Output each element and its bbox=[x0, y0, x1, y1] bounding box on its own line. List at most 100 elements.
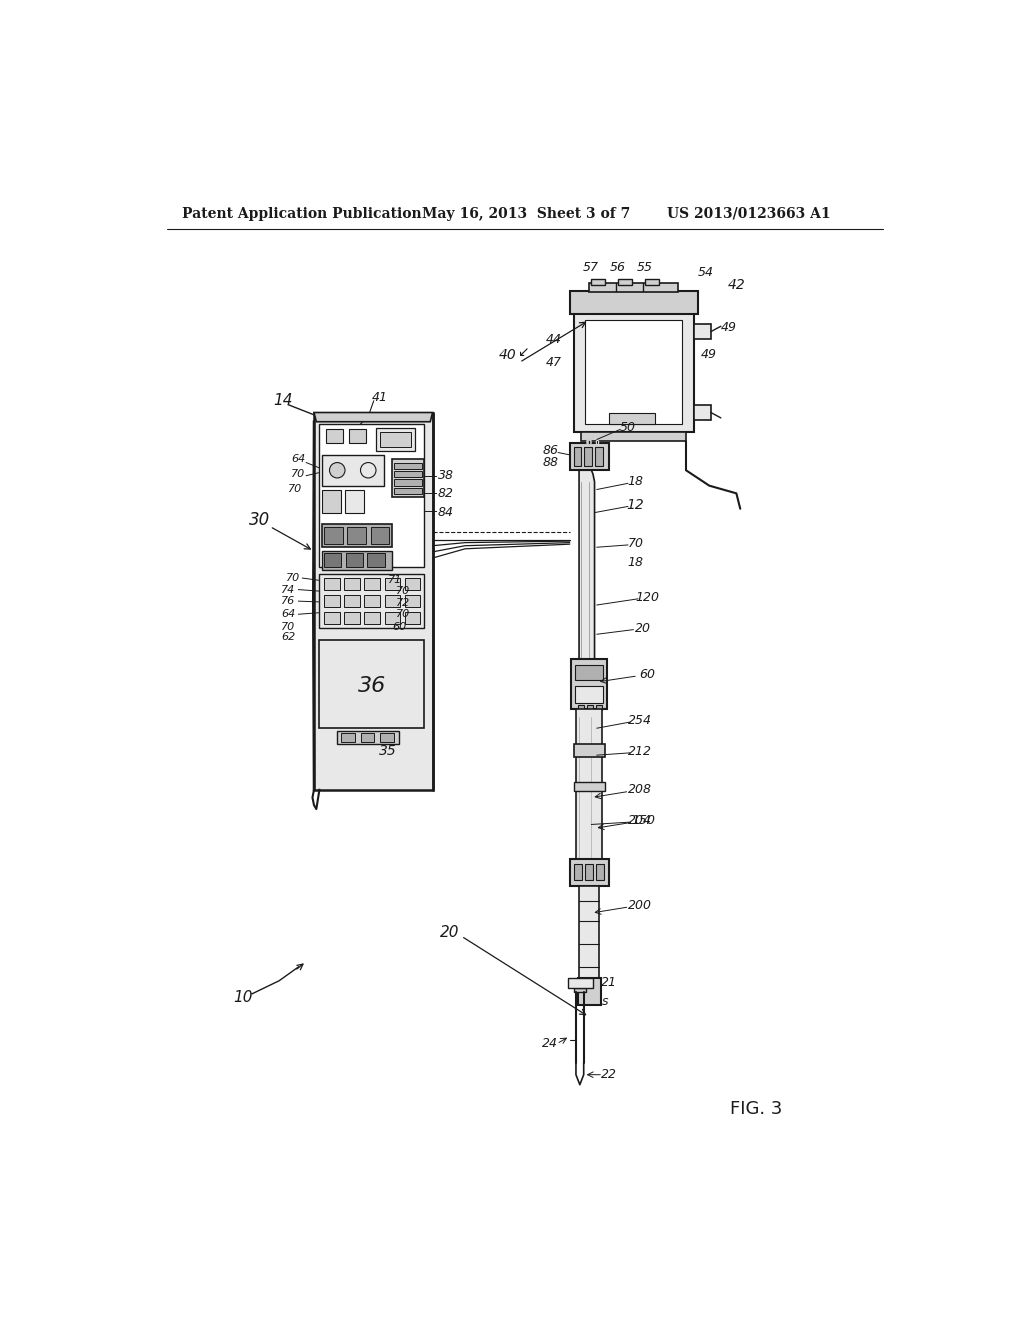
Text: ↙: ↙ bbox=[517, 346, 529, 359]
Text: 36: 36 bbox=[358, 676, 386, 696]
Bar bbox=[596, 865, 604, 880]
Bar bbox=[573, 743, 604, 758]
Bar bbox=[380, 733, 394, 742]
Text: 64: 64 bbox=[292, 454, 305, 463]
Text: 35: 35 bbox=[379, 744, 396, 758]
Text: 70: 70 bbox=[292, 469, 305, 479]
Text: 60: 60 bbox=[639, 668, 655, 681]
Text: 21: 21 bbox=[600, 975, 616, 989]
Bar bbox=[324, 612, 340, 624]
Circle shape bbox=[330, 462, 345, 478]
Text: 208: 208 bbox=[628, 783, 651, 796]
Bar bbox=[569, 444, 608, 470]
Bar bbox=[322, 524, 391, 548]
Bar bbox=[394, 462, 422, 469]
Text: 71: 71 bbox=[388, 576, 402, 585]
Bar bbox=[380, 432, 411, 447]
Text: 84: 84 bbox=[437, 506, 454, 519]
Text: 70: 70 bbox=[396, 586, 411, 597]
Text: 64: 64 bbox=[282, 610, 296, 619]
Bar bbox=[365, 595, 380, 607]
Text: 18: 18 bbox=[628, 475, 644, 488]
Bar bbox=[322, 455, 384, 486]
Bar bbox=[344, 578, 359, 590]
Text: 72: 72 bbox=[396, 598, 411, 609]
Polygon shape bbox=[314, 412, 432, 789]
Bar bbox=[385, 578, 400, 590]
Bar bbox=[394, 479, 422, 486]
Text: 76: 76 bbox=[282, 597, 296, 606]
Text: 22: 22 bbox=[600, 1068, 616, 1081]
Bar bbox=[575, 709, 602, 863]
Bar bbox=[385, 612, 400, 624]
Bar bbox=[324, 553, 341, 568]
Text: 50: 50 bbox=[620, 421, 636, 434]
Bar bbox=[376, 428, 415, 451]
Bar bbox=[394, 488, 422, 494]
Bar bbox=[394, 471, 422, 477]
Bar bbox=[571, 659, 607, 709]
Bar bbox=[368, 553, 385, 568]
Bar bbox=[404, 578, 420, 590]
Bar bbox=[326, 429, 343, 444]
Text: 55: 55 bbox=[637, 261, 653, 275]
Text: 57: 57 bbox=[583, 261, 599, 275]
Bar bbox=[324, 595, 340, 607]
Bar bbox=[569, 290, 697, 314]
Bar bbox=[573, 447, 582, 466]
Bar bbox=[582, 432, 686, 441]
Text: 54: 54 bbox=[697, 265, 714, 279]
Bar bbox=[319, 574, 424, 628]
Bar bbox=[365, 578, 380, 590]
Bar bbox=[324, 578, 340, 590]
Text: 70: 70 bbox=[282, 622, 296, 631]
Text: 70: 70 bbox=[288, 484, 302, 495]
Bar bbox=[344, 612, 359, 624]
Text: 20: 20 bbox=[635, 622, 651, 635]
Bar bbox=[595, 447, 603, 466]
Bar bbox=[575, 686, 603, 702]
Text: 56: 56 bbox=[610, 261, 626, 275]
Bar bbox=[617, 279, 632, 285]
Text: 47: 47 bbox=[546, 356, 562, 370]
Bar bbox=[349, 429, 366, 444]
Bar bbox=[579, 886, 599, 978]
Bar bbox=[645, 279, 658, 285]
Bar bbox=[608, 412, 655, 424]
Bar bbox=[365, 612, 380, 624]
Text: 44: 44 bbox=[546, 333, 562, 346]
Text: 10: 10 bbox=[232, 990, 253, 1006]
Bar bbox=[322, 490, 341, 512]
Bar bbox=[578, 705, 584, 710]
Text: 254: 254 bbox=[628, 714, 651, 727]
Text: US 2013/0123663 A1: US 2013/0123663 A1 bbox=[667, 207, 830, 220]
Bar bbox=[574, 865, 583, 880]
Bar bbox=[385, 595, 400, 607]
Bar bbox=[341, 733, 355, 742]
Text: 20: 20 bbox=[440, 925, 460, 940]
Text: 74: 74 bbox=[282, 585, 296, 594]
Bar bbox=[360, 733, 375, 742]
Bar bbox=[578, 978, 601, 1006]
Text: s: s bbox=[601, 995, 608, 1008]
Bar bbox=[324, 527, 343, 544]
Text: May 16, 2013  Sheet 3 of 7: May 16, 2013 Sheet 3 of 7 bbox=[423, 207, 631, 220]
Bar bbox=[573, 781, 604, 792]
Bar bbox=[371, 527, 389, 544]
Bar bbox=[586, 321, 682, 424]
Bar bbox=[319, 640, 424, 729]
Bar bbox=[693, 323, 711, 339]
Bar bbox=[322, 552, 391, 570]
Bar bbox=[591, 279, 604, 285]
Bar bbox=[347, 527, 366, 544]
Text: Patent Application Publication: Patent Application Publication bbox=[182, 207, 422, 220]
Polygon shape bbox=[314, 412, 432, 422]
Bar bbox=[319, 424, 424, 566]
Text: 150: 150 bbox=[632, 814, 655, 828]
Circle shape bbox=[360, 462, 376, 478]
Text: 88: 88 bbox=[543, 455, 558, 469]
Text: 70: 70 bbox=[628, 537, 644, 550]
Text: 62: 62 bbox=[282, 632, 296, 643]
Text: 49: 49 bbox=[701, 348, 717, 362]
Text: 40: 40 bbox=[499, 347, 517, 362]
